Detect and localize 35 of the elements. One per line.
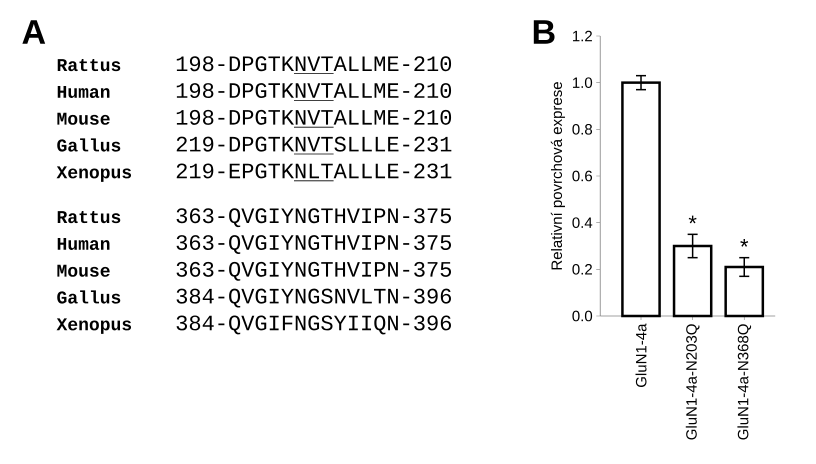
text: 198-DPGTKNVTALLME-210 — [176, 110, 452, 125]
text: 384-QVGIYNGSNVLTN-396 — [176, 288, 451, 308]
annotation: * — [688, 216, 697, 224]
text: 363-QVGIYNGTHVIPN-375 — [176, 208, 452, 228]
text: A — [22, 20, 46, 44]
text: Rattus — [58, 211, 120, 224]
y-tick-label: 0.8 — [572, 124, 592, 135]
text: 363-QVGIYNGTHVIPN-375 — [176, 262, 452, 281]
y-tick-label: 0.0 — [572, 310, 592, 322]
y-axis-title: Relativní povrchová exprese — [550, 82, 565, 270]
text: Rattus — [58, 59, 120, 72]
text: 219-EPGTKNLTALLLE-231 — [176, 163, 452, 178]
text: 198-DPGTKNVTALLME-210 — [176, 83, 452, 98]
text: Gallus — [57, 290, 120, 304]
y-tick-label: 1.0 — [572, 77, 592, 88]
text: Mouse — [57, 264, 110, 277]
text: Xenopus — [56, 166, 132, 182]
x-tick-label: GluN1-4a-N203Q — [686, 324, 700, 440]
text: 363-QVGIYNGTHVIPN-375 — [176, 235, 452, 254]
chart-title: B — [534, 20, 555, 44]
x-tick-label: GluN1-4a — [636, 324, 647, 387]
text: 384-QVGIFNGSYIIQN-396 — [176, 315, 451, 334]
annotation: * — [740, 239, 748, 247]
text: Human — [58, 86, 110, 98]
y-tick-label: 0.4 — [572, 217, 592, 228]
text: Mouse — [57, 112, 110, 125]
y-tick-label: 1.2 — [572, 30, 592, 42]
y-tick-label: 0.2 — [572, 264, 592, 275]
text: 219-DPGTKNVTSLLLE-231 — [176, 136, 452, 152]
x-tick-label: GluN1-4a-N368Q — [737, 324, 752, 440]
text: Xenopus — [56, 318, 132, 334]
text: Human — [58, 238, 110, 250]
text: 198-DPGTKNVTALLME-210 — [176, 56, 452, 72]
y-tick-label: 0.6 — [572, 170, 592, 182]
text: Gallus — [57, 138, 120, 152]
